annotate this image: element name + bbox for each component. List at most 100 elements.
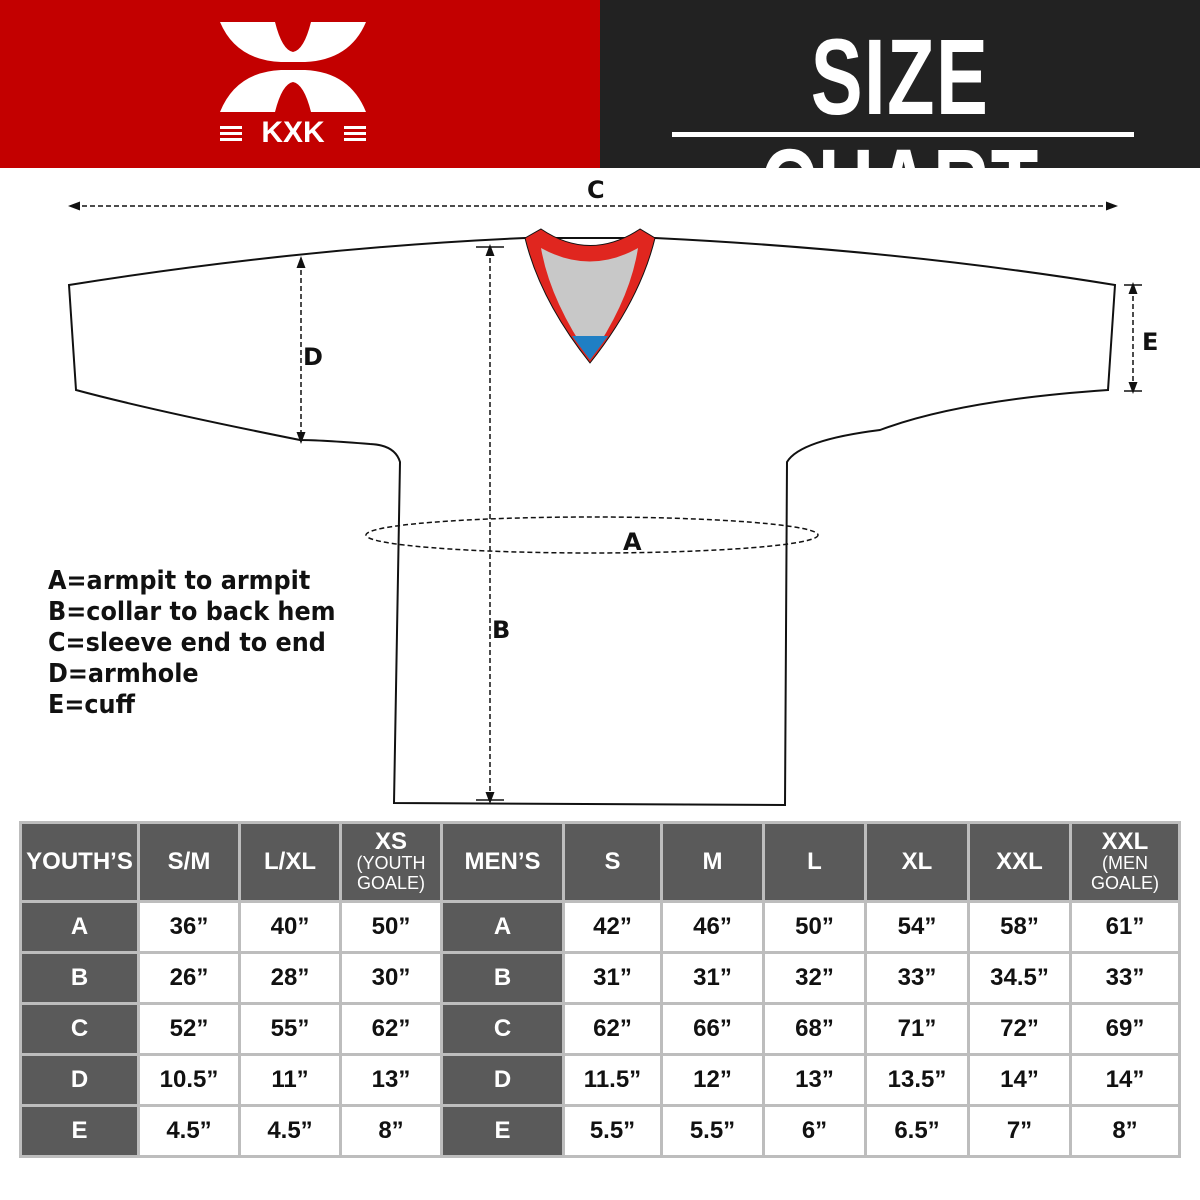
youth-header: YOUTH’S xyxy=(22,824,137,900)
men-cell: 13” xyxy=(765,1056,864,1104)
men-cell: 11.5” xyxy=(565,1056,660,1104)
men-cell: 46” xyxy=(663,903,762,951)
youth-size-header: S/M xyxy=(140,824,238,900)
legend-item: E=cuff xyxy=(48,690,135,720)
youth-cell: 4.5” xyxy=(140,1107,238,1155)
youth-cell: 50” xyxy=(342,903,440,951)
collar-inner xyxy=(541,248,638,358)
table-row: D 10.5” 11” 13” D 11.5” 12” 13” 13.5” 14” 14” xyxy=(22,1056,1178,1104)
title-underline xyxy=(672,132,1134,137)
column-label: XXL xyxy=(996,848,1043,875)
men-cell: 34.5” xyxy=(970,954,1069,1002)
label-c: C xyxy=(587,176,605,204)
youth-row-label: A xyxy=(22,903,137,951)
men-size-header: L xyxy=(765,824,864,900)
men-row-label: C xyxy=(443,1005,562,1053)
table-row: E 4.5” 4.5” 8” E 5.5” 5.5” 6” 6.5” 7” 8” xyxy=(22,1107,1178,1155)
youth-size-header: L/XL xyxy=(241,824,339,900)
men-cell: 14” xyxy=(1072,1056,1178,1104)
men-cell: 14” xyxy=(970,1056,1069,1104)
youth-cell: 10.5” xyxy=(140,1056,238,1104)
men-cell: 5.5” xyxy=(565,1107,660,1155)
men-size-header: M xyxy=(663,824,762,900)
column-label: XXL xyxy=(1101,828,1149,855)
youth-cell: 55” xyxy=(241,1005,339,1053)
logo-banner: KXK xyxy=(0,0,600,168)
column-label: M xyxy=(702,848,723,875)
youth-size-header: XS (YOUTH GOALE) xyxy=(342,824,440,900)
men-cell: 66” xyxy=(663,1005,762,1053)
men-size-header: XL xyxy=(867,824,967,900)
column-label: L/XL xyxy=(264,848,316,875)
men-cell: 6” xyxy=(765,1107,864,1155)
kxk-logo-icon xyxy=(220,22,366,141)
legend-item: A=armpit to armpit xyxy=(48,566,311,596)
men-cell: 31” xyxy=(565,954,660,1002)
youth-cell: 13” xyxy=(342,1056,440,1104)
men-cell: 58” xyxy=(970,903,1069,951)
men-cell: 50” xyxy=(765,903,864,951)
men-cell: 68” xyxy=(765,1005,864,1053)
youth-row-label: D xyxy=(22,1056,137,1104)
men-cell: 6.5” xyxy=(867,1107,967,1155)
label-e: E xyxy=(1142,328,1159,356)
column-label: XL xyxy=(901,848,933,875)
column-label: XS xyxy=(374,828,407,855)
jersey-diagram xyxy=(67,201,1142,807)
column-label: MEN’S xyxy=(464,848,541,875)
men-header: MEN’S xyxy=(443,824,562,900)
youth-row-label: E xyxy=(22,1107,137,1155)
youth-cell: 36” xyxy=(140,903,238,951)
men-cell: 33” xyxy=(1072,954,1178,1002)
youth-cell: 11” xyxy=(241,1056,339,1104)
men-cell: 12” xyxy=(663,1056,762,1104)
legend-item: D=armhole xyxy=(48,659,199,689)
youth-row-label: C xyxy=(22,1005,137,1053)
legend-item: C=sleeve end to end xyxy=(48,628,326,658)
label-a: A xyxy=(623,528,642,556)
table-row: C 52” 55” 62” C 62” 66” 68” 71” 72” 69” xyxy=(22,1005,1178,1053)
men-cell: 5.5” xyxy=(663,1107,762,1155)
column-sublabel: (MEN GOALE) xyxy=(1090,853,1160,893)
men-cell: 42” xyxy=(565,903,660,951)
table-row: A 36” 40” 50” A 42” 46” 50” 54” 58” 61” xyxy=(22,903,1178,951)
column-label: S/M xyxy=(167,848,211,875)
men-cell: 54” xyxy=(867,903,967,951)
collar-accent xyxy=(572,336,608,360)
youth-cell: 28” xyxy=(241,954,339,1002)
men-cell: 32” xyxy=(765,954,864,1002)
youth-cell: 40” xyxy=(241,903,339,951)
men-row-label: D xyxy=(443,1056,562,1104)
men-row-label: E xyxy=(443,1107,562,1155)
men-cell: 62” xyxy=(565,1005,660,1053)
logo-text: KXK xyxy=(261,116,325,149)
men-cell: 7” xyxy=(970,1107,1069,1155)
men-size-header: S xyxy=(565,824,660,900)
men-size-header: XXL (MEN GOALE) xyxy=(1072,824,1178,900)
youth-cell: 26” xyxy=(140,954,238,1002)
men-cell: 72” xyxy=(970,1005,1069,1053)
men-cell: 33” xyxy=(867,954,967,1002)
men-cell: 13.5” xyxy=(867,1056,967,1104)
youth-cell: 8” xyxy=(342,1107,440,1155)
size-table: YOUTH’S S/M L/XL XS (YOUTH GOALE) MEN’S S M L XL X… xyxy=(19,821,1181,1158)
men-size-header: XXL xyxy=(970,824,1069,900)
men-cell: 71” xyxy=(867,1005,967,1053)
youth-row-label: B xyxy=(22,954,137,1002)
column-sublabel: (YOUTH GOALE) xyxy=(356,853,426,893)
youth-cell: 30” xyxy=(342,954,440,1002)
label-b: B xyxy=(492,616,511,644)
column-label: S xyxy=(604,848,621,875)
column-label: YOUTH’S xyxy=(26,848,133,875)
table-header-row: YOUTH’S S/M L/XL XS (YOUTH GOALE) MEN’S S M L XL X… xyxy=(22,824,1178,900)
dimension-a-ellipse xyxy=(365,516,819,554)
label-d: D xyxy=(303,343,323,371)
title-banner xyxy=(600,0,1200,168)
youth-cell: 62” xyxy=(342,1005,440,1053)
men-cell: 8” xyxy=(1072,1107,1178,1155)
men-cell: 31” xyxy=(663,954,762,1002)
men-cell: 61” xyxy=(1072,903,1178,951)
men-row-label: A xyxy=(443,903,562,951)
page-title: SIZE CHART xyxy=(760,16,1040,247)
youth-cell: 52” xyxy=(140,1005,238,1053)
